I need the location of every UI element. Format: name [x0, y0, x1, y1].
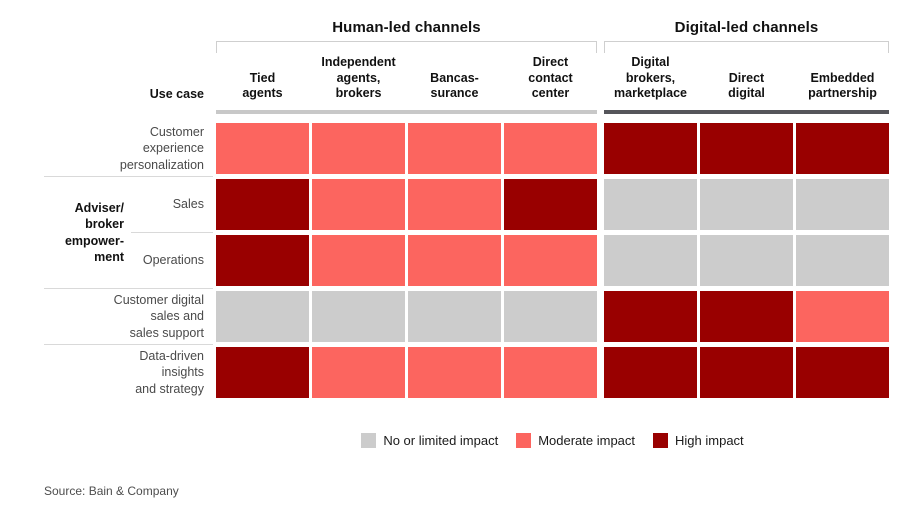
legend-item-moderate: Moderate impact — [516, 432, 636, 448]
column-header-embedded-partnership: Embedded partnership — [808, 70, 877, 100]
legend: No or limited impact Moderate impact Hig… — [361, 432, 744, 448]
matrix-cell — [312, 179, 405, 230]
legend-item-high: High impact — [653, 432, 744, 448]
underline-bar-digital-led — [604, 110, 889, 114]
row-divider-indented — [131, 232, 213, 233]
matrix-cell — [408, 123, 501, 174]
matrix-cell — [604, 123, 697, 174]
legend-swatch-moderate — [516, 432, 532, 448]
matrix-cell — [408, 235, 501, 286]
matrix-cell — [700, 179, 793, 230]
matrix-cell — [312, 235, 405, 286]
matrix-cell — [408, 179, 501, 230]
group-bracket-digital-led — [604, 41, 889, 53]
legend-swatch-limited — [361, 432, 377, 448]
legend-label: High impact — [675, 432, 744, 448]
column-header-tied-agents: Tied agents — [242, 70, 283, 100]
row-label-operations: Operations — [142, 253, 204, 268]
legend-label: Moderate impact — [538, 432, 636, 448]
column-header-bancassurance: Bancas- surance — [430, 70, 479, 100]
matrix-cell — [700, 235, 793, 286]
matrix-cell — [504, 179, 597, 230]
matrix-cell — [700, 291, 793, 342]
heatmap-grid: Human-led channels Digital-led channels … — [44, 16, 889, 477]
matrix-cell — [796, 179, 889, 230]
matrix-cell — [796, 235, 889, 286]
source-note: Source: Bain & Company — [44, 484, 179, 498]
row-label-customer-digital-sales-support: Customer digital sales and sales support — [113, 293, 204, 340]
row-label-data-driven-insights-strategy: Data-driven insights and strategy — [135, 349, 204, 396]
matrix-cell — [504, 123, 597, 174]
matrix-cell — [216, 235, 309, 286]
matrix-cell — [216, 347, 309, 398]
matrix-cell — [216, 179, 309, 230]
group-title-digital-led: Digital-led channels — [674, 18, 819, 36]
group-title-human-led: Human-led channels — [332, 18, 481, 36]
matrix-cell — [504, 347, 597, 398]
matrix-cell — [216, 291, 309, 342]
matrix-cell — [312, 347, 405, 398]
matrix-cell — [408, 291, 501, 342]
matrix-cell — [604, 235, 697, 286]
group-bracket-human-led — [216, 41, 597, 53]
legend-swatch-high — [653, 432, 669, 448]
column-header-independent-agents-brokers: Independent agents, brokers — [321, 55, 396, 100]
matrix-cell — [216, 123, 309, 174]
matrix-cell — [796, 291, 889, 342]
matrix-cell — [408, 347, 501, 398]
matrix-cell — [312, 123, 405, 174]
matrix-cell — [796, 347, 889, 398]
matrix-cell — [312, 291, 405, 342]
matrix-cell — [604, 347, 697, 398]
row-label-sales: Sales — [172, 197, 204, 212]
matrix-cell — [700, 123, 793, 174]
matrix-cell — [796, 123, 889, 174]
legend-item-limited: No or limited impact — [361, 432, 499, 448]
matrix-cell — [504, 235, 597, 286]
matrix-cell — [504, 291, 597, 342]
column-header-direct-contact-center: Direct contact center — [528, 55, 573, 100]
column-header-digital-brokers-marketplace: Digital brokers, marketplace — [614, 55, 687, 100]
underline-bar-human-led — [216, 110, 597, 114]
matrix-cell — [604, 291, 697, 342]
row-divider — [44, 288, 213, 289]
legend-label: No or limited impact — [383, 432, 499, 448]
corner-label-use-case: Use case — [149, 87, 204, 101]
matrix-cell — [604, 179, 697, 230]
row-group-label-adviser-broker-empowerment: Adviser/ broker empower- ment — [64, 201, 124, 264]
column-header-direct-digital: Direct digital — [728, 70, 765, 100]
row-divider — [44, 176, 213, 177]
row-divider — [44, 344, 213, 345]
matrix-cell — [700, 347, 793, 398]
row-label-customer-experience-personalization: Customer experience personalization — [119, 125, 204, 172]
